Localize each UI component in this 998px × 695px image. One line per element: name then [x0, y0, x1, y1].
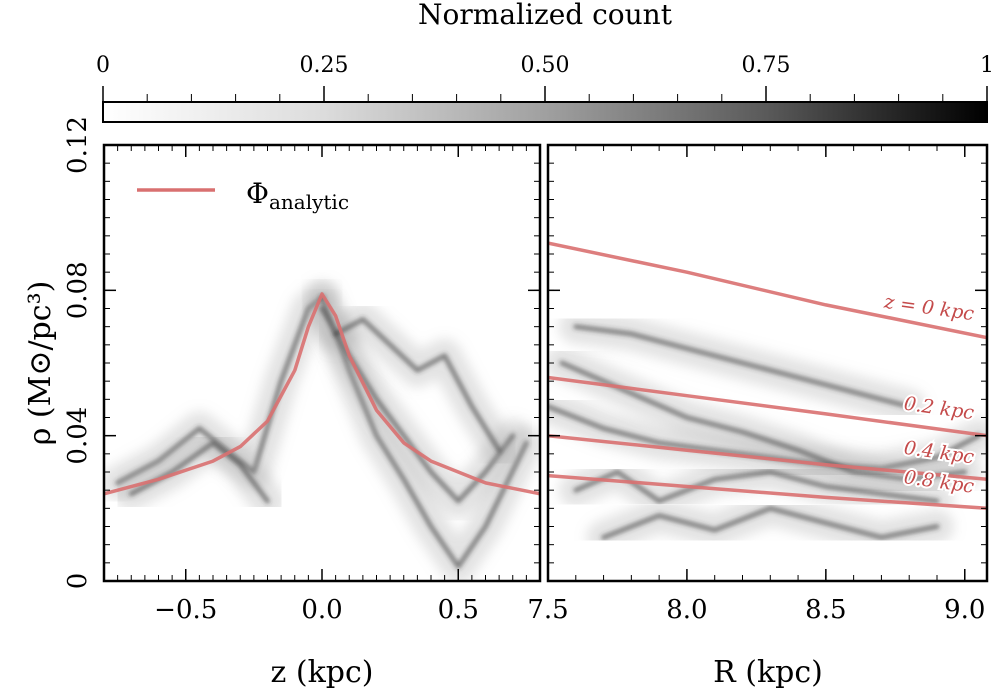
left-ticks: −0.5 0.0 0.5: [103, 145, 541, 625]
model-curve: [548, 241, 987, 340]
legend: Φanalytic: [137, 177, 349, 214]
x-tick-label: 9.0: [944, 595, 985, 625]
density-ridge: [601, 505, 940, 540]
colorbar-ticks: 0 0.25 0.50 0.75 1: [96, 53, 994, 102]
left-curves: [104, 292, 540, 496]
y-tick-label: 0.04: [63, 407, 93, 465]
x-tick-label: 8.5: [805, 595, 846, 625]
colorbar-tick-label: 1: [980, 53, 994, 78]
model-curve: [548, 433, 987, 482]
x-tick-label: 0.5: [438, 595, 479, 625]
x-tick-label: −0.5: [154, 595, 217, 625]
colorbar-tick-label: 0.25: [300, 53, 349, 78]
legend-label: Φanalytic: [246, 177, 349, 214]
right-ticks: 7.5 8.0 8.5 9.0: [527, 145, 985, 625]
right-xlabel: R (kpc): [713, 655, 823, 690]
colorbar-gradient: [102, 101, 988, 123]
colorbar-tick-label: 0.75: [742, 53, 791, 78]
legend-subscript: analytic: [269, 190, 349, 214]
model-curve: [548, 375, 987, 438]
colorbar-tick-label: 0: [96, 53, 110, 78]
left-xlabel: z (kpc): [271, 655, 374, 690]
colorbar-title: Normalized count: [418, 0, 673, 31]
y-axis-label: ρ (M⊙/pc³): [23, 281, 58, 446]
density-ridge: [573, 324, 912, 410]
colorbar: Normalized count 0 0.25 0.50 0.75 1: [96, 0, 994, 123]
x-tick-label: 7.5: [527, 595, 568, 625]
model-curve: [104, 292, 540, 496]
y-axis: 0 0.04 0.08 0.12: [63, 116, 987, 589]
colorbar-tick-label: 0.50: [521, 53, 570, 78]
left-panel: −0.5 0.0 0.5 Φanalytic z (kpc): [102, 143, 542, 690]
x-tick-label: 0.0: [301, 595, 342, 625]
legend-phi: Φ: [246, 177, 269, 210]
model-curve: [548, 473, 987, 511]
y-tick-label: 0.08: [63, 261, 93, 319]
right-curves: [548, 241, 987, 511]
density-ridge: [573, 469, 940, 504]
y-tick-label: 0: [63, 573, 93, 590]
x-tick-label: 8.0: [666, 595, 707, 625]
density-ridge: [333, 316, 502, 453]
y-tick-label: 0.12: [63, 116, 93, 174]
